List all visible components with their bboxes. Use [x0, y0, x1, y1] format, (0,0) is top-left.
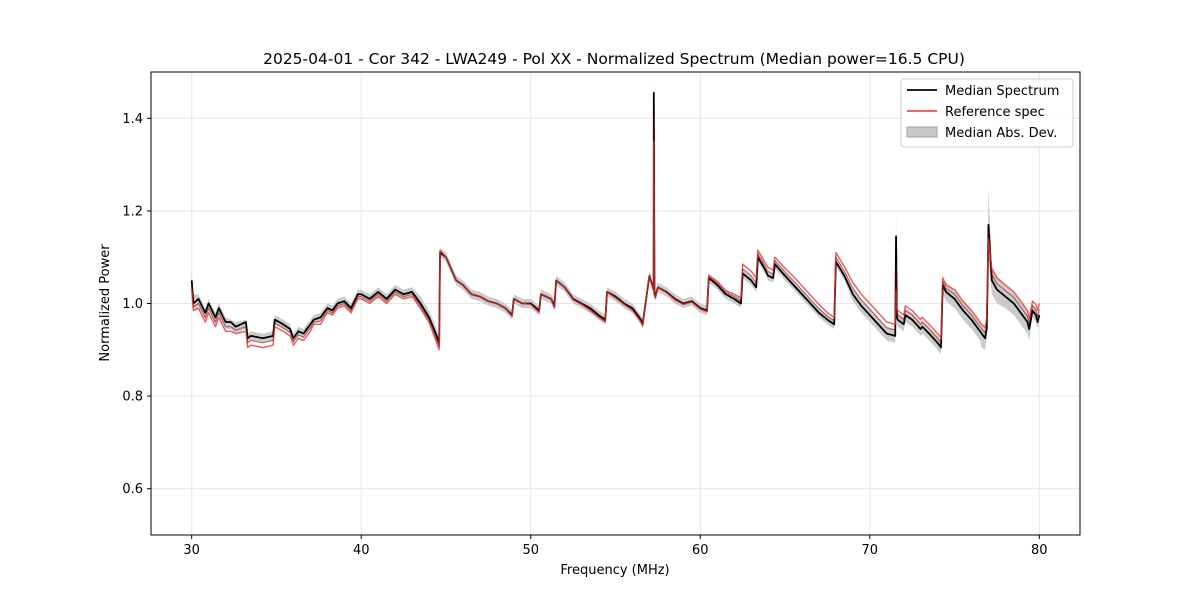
x-tick-label: 50 — [522, 543, 539, 558]
y-axis-ticks: 0.6 0.8 1.0 1.2 1.4 — [122, 112, 151, 497]
x-tick-label: 80 — [1031, 543, 1048, 558]
y-tick-label: 1.4 — [122, 112, 143, 127]
chart-title: 2025-04-01 - Cor 342 - LWA249 - Pol XX -… — [263, 50, 965, 68]
y-tick-label: 1.2 — [122, 204, 143, 219]
legend: Median Spectrum Reference spec Median Ab… — [900, 78, 1074, 148]
y-axis-label: Normalized Power — [98, 244, 113, 362]
legend-label-median: Median Spectrum — [945, 84, 1059, 99]
overlap-line — [191, 116, 1040, 347]
legend-box — [900, 78, 1074, 148]
x-tick-label: 30 — [183, 543, 200, 558]
legend-swatch-mad — [906, 126, 938, 138]
legend-label-mad: Median Abs. Dev. — [945, 126, 1057, 141]
y-tick-label: 1.0 — [122, 297, 143, 312]
x-axis-ticks: 30 40 50 60 70 80 — [183, 535, 1048, 558]
y-tick-label: 0.6 — [122, 482, 143, 497]
x-tick-label: 70 — [862, 543, 879, 558]
x-tick-label: 40 — [353, 543, 370, 558]
x-axis-label: Frequency (MHz) — [560, 563, 669, 578]
x-tick-label: 60 — [692, 543, 709, 558]
y-tick-label: 0.8 — [122, 390, 143, 405]
series-layer — [190, 91, 1041, 351]
legend-label-reference: Reference spec — [945, 105, 1045, 120]
